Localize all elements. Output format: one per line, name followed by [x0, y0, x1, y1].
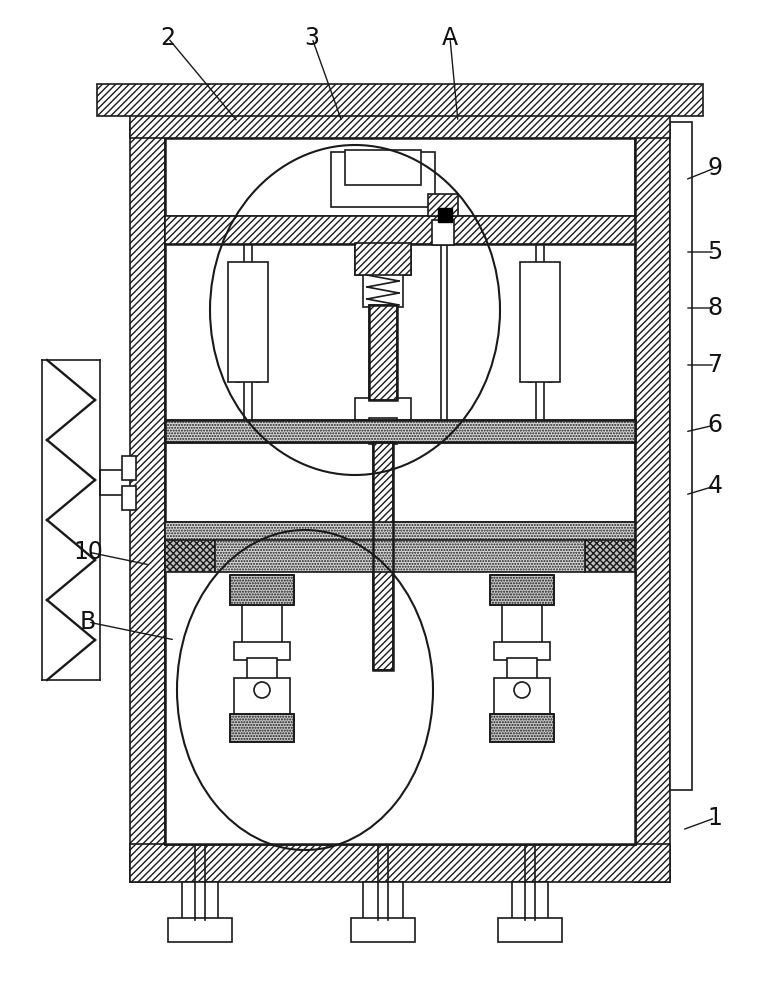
Bar	[355, 243, 411, 275]
Bar	[230, 575, 294, 605]
Bar	[355, 243, 411, 275]
Text: 1: 1	[707, 806, 723, 830]
Bar	[234, 678, 290, 715]
Bar	[498, 918, 562, 942]
Bar	[670, 122, 692, 790]
Bar	[242, 603, 282, 645]
Bar	[230, 575, 294, 605]
Bar	[373, 442, 393, 670]
Bar	[230, 714, 294, 742]
Bar	[635, 122, 670, 882]
Bar	[428, 194, 458, 216]
Bar	[490, 575, 554, 605]
Bar	[122, 486, 136, 510]
Text: 9: 9	[707, 156, 723, 180]
Bar	[585, 540, 635, 572]
Bar	[331, 152, 435, 207]
Bar	[355, 398, 411, 420]
Bar	[369, 305, 397, 400]
Text: 5: 5	[707, 240, 723, 264]
Text: B: B	[80, 610, 96, 634]
Bar	[363, 882, 403, 920]
Bar	[165, 522, 635, 544]
Bar	[165, 570, 635, 844]
Text: 8: 8	[707, 296, 723, 320]
Bar	[512, 882, 548, 920]
Bar	[230, 714, 294, 742]
Bar	[494, 642, 550, 660]
Bar	[432, 220, 454, 245]
Bar	[369, 305, 397, 400]
Bar	[165, 540, 215, 572]
Bar	[97, 84, 703, 116]
Bar	[122, 456, 136, 480]
Bar	[130, 108, 670, 138]
Text: 10: 10	[73, 540, 103, 564]
Bar	[228, 262, 268, 382]
Bar	[494, 678, 550, 715]
Bar	[373, 442, 393, 670]
Text: 3: 3	[305, 26, 319, 50]
Bar	[351, 918, 415, 942]
Bar	[182, 882, 218, 920]
Bar	[130, 844, 670, 882]
Bar	[165, 420, 635, 442]
Bar	[247, 658, 277, 680]
Bar	[490, 575, 554, 605]
Text: A: A	[442, 26, 458, 50]
Bar	[165, 216, 635, 244]
Bar	[438, 208, 452, 222]
Text: 6: 6	[707, 413, 723, 437]
Bar	[215, 540, 585, 572]
Bar	[369, 418, 397, 444]
Bar	[234, 642, 290, 660]
Text: 2: 2	[161, 26, 175, 50]
Bar	[490, 714, 554, 742]
Text: 4: 4	[707, 474, 723, 498]
Bar	[502, 603, 542, 645]
Text: 7: 7	[707, 353, 723, 377]
Bar	[520, 262, 560, 382]
Bar	[507, 658, 537, 680]
Bar	[168, 918, 232, 942]
Bar	[363, 273, 403, 307]
Bar	[490, 714, 554, 742]
Bar	[345, 150, 421, 185]
Bar	[130, 122, 165, 882]
